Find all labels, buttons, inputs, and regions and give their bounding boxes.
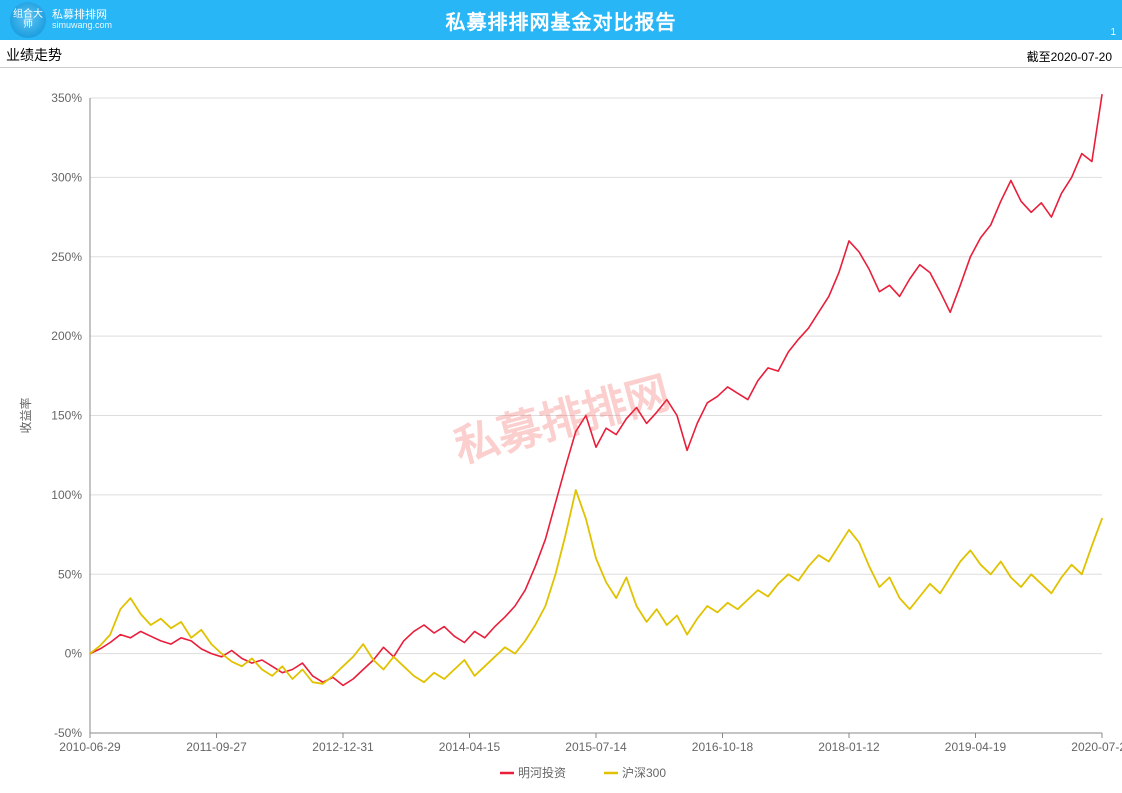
svg-text:2020-07-20: 2020-07-20	[1071, 740, 1122, 754]
svg-text:0%: 0%	[65, 647, 83, 661]
svg-text:250%: 250%	[51, 250, 82, 264]
svg-text:收益率: 收益率	[18, 397, 33, 433]
chart-container: -50% 0% 50% 100% 150% 200% 250% 300% 350% 2010-06…	[0, 68, 1122, 793]
svg-text:2012-12-31: 2012-12-31	[312, 740, 374, 754]
subheader: 业绩走势 截至2020-07-20	[0, 40, 1122, 68]
page-number: 1	[1110, 27, 1116, 38]
section-title: 业绩走势	[6, 45, 62, 65]
svg-text:2011-09-27: 2011-09-27	[186, 740, 247, 754]
svg-text:沪深300: 沪深300	[622, 766, 666, 780]
svg-text:350%: 350%	[51, 91, 82, 105]
svg-text:2018-01-12: 2018-01-12	[818, 740, 880, 754]
svg-text:150%: 150%	[51, 409, 82, 423]
svg-text:300%: 300%	[51, 170, 82, 184]
header-bar: 组合大师 私募排排网 simuwang.com 私募排排网基金对比报告 1	[0, 0, 1122, 40]
svg-text:2016-10-18: 2016-10-18	[692, 740, 754, 754]
svg-text:50%: 50%	[58, 567, 82, 581]
svg-text:2015-07-14: 2015-07-14	[565, 740, 627, 754]
svg-text:2014-04-15: 2014-04-15	[439, 740, 501, 754]
svg-text:2019-04-19: 2019-04-19	[945, 740, 1007, 754]
as-of-date: 截至2020-07-20	[1027, 48, 1112, 65]
svg-text:100%: 100%	[51, 488, 82, 502]
svg-text:-50%: -50%	[54, 726, 82, 740]
performance-chart: -50% 0% 50% 100% 150% 200% 250% 300% 350% 2010-06…	[0, 68, 1122, 793]
svg-text:明河投资: 明河投资	[518, 765, 566, 780]
svg-text:2010-06-29: 2010-06-29	[59, 740, 121, 754]
report-title: 私募排排网基金对比报告	[0, 6, 1122, 35]
svg-text:200%: 200%	[51, 329, 82, 343]
